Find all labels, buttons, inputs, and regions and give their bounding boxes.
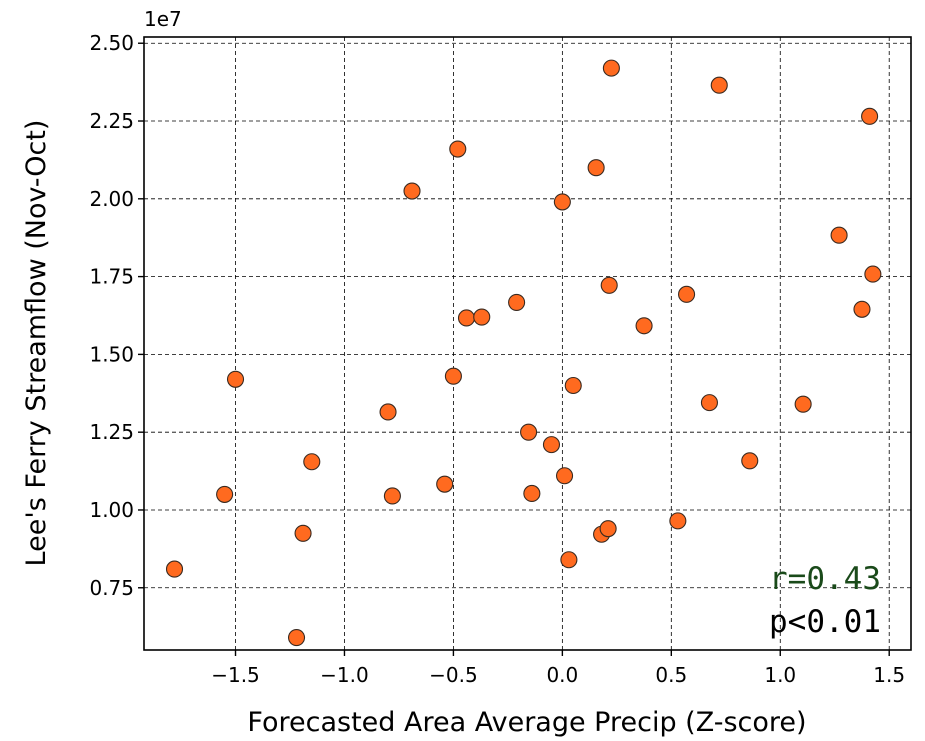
x-tick-label: −0.5 [429, 663, 478, 687]
y-tick-label: 1.50 [89, 342, 134, 366]
scatter-point [560, 551, 578, 569]
scatter-point [830, 226, 848, 244]
scatter-point [520, 423, 538, 441]
data-points [165, 59, 882, 647]
x-tick-label: 0.0 [546, 663, 578, 687]
scatter-point [861, 107, 879, 125]
scatter-point [864, 265, 882, 283]
scatter-point [587, 159, 605, 177]
scatter-point [599, 520, 617, 538]
scatter-point [449, 140, 467, 158]
plot-frame [143, 36, 912, 651]
scatter-point [542, 436, 561, 454]
y-offset-label: 1e7 [144, 7, 182, 31]
x-axis-label: Forecasted Area Average Precip (Z-score) [247, 707, 806, 738]
scatter-point [553, 193, 571, 211]
scatter-point [794, 395, 812, 413]
scatter-point [700, 394, 718, 412]
y-tick-label: 2.25 [89, 109, 134, 133]
x-tick-label: 1.0 [764, 663, 796, 687]
y-tick-label: 0.75 [89, 576, 134, 600]
scatter-point [741, 452, 759, 470]
annotation-p: p<0.01 [769, 604, 881, 640]
scatter-point [710, 76, 728, 94]
scatter-point [287, 629, 306, 647]
scatter-point [523, 484, 541, 503]
scatter-point [303, 453, 321, 471]
scatter-point [383, 487, 401, 505]
scatter-point [444, 367, 462, 385]
grid [144, 37, 911, 650]
scatter-point [669, 512, 687, 530]
scatter-point [165, 560, 184, 578]
x-tick-label: 0.5 [655, 663, 687, 687]
y-axis-label: Lee's Ferry Streamflow (Nov-Oct) [21, 120, 52, 567]
scatter-point [600, 276, 618, 294]
scatter-point [216, 485, 234, 503]
scatter-point [226, 370, 245, 388]
scatter-point [602, 59, 620, 77]
plot-background [144, 37, 911, 650]
scatter-point [294, 524, 312, 542]
scatter-point [678, 285, 696, 303]
scatter-point [403, 182, 421, 200]
scatter-point [635, 317, 653, 335]
ticks: −1.5 −1.0 −0.5 0.0 0.5 1.0 1.5 0.75 1.00 1.25 1.50… [89, 31, 905, 687]
y-tick-label: 1.00 [89, 498, 134, 522]
x-tick-label: −1.5 [211, 663, 260, 687]
y-tick-label: 1.25 [89, 420, 134, 444]
scatter-point [555, 467, 574, 485]
scatter-point [508, 293, 526, 311]
scatter-point [436, 475, 454, 493]
y-tick-label: 2.50 [89, 31, 134, 55]
scatter-point [379, 403, 397, 421]
x-tick-label: −1.0 [320, 663, 369, 687]
y-tick-label: 2.00 [89, 187, 134, 211]
annotation-r: r=0.43 [769, 561, 881, 597]
x-tick-label: 1.5 [873, 663, 905, 687]
y-tick-label: 1.75 [89, 265, 134, 289]
scatter-point [457, 309, 476, 327]
scatter-point [853, 300, 871, 318]
scatter-point [564, 376, 582, 395]
scatter-point [473, 308, 491, 326]
